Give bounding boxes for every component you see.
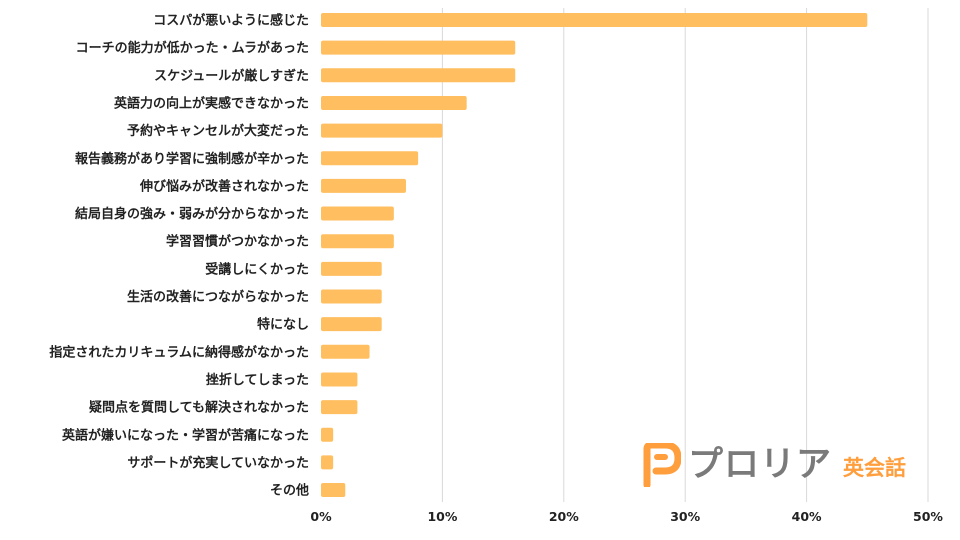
category-label: 生活の改善につながらなかった: [127, 289, 309, 305]
proria-logo: プロリア 英会話: [643, 443, 906, 487]
x-tick-label: 40%: [792, 509, 822, 524]
category-labels: コスパが悪いように感じたコーチの能力が低かった・ムラがあったスケジュールが厳しす…: [49, 13, 309, 499]
logo-subtitle: 英会話: [843, 456, 907, 480]
bar: [321, 455, 334, 470]
x-axis-ticks: 0% 10% 20% 30% 40% 50%: [310, 509, 943, 524]
category-label: 特になし: [257, 317, 309, 333]
bar: [321, 123, 443, 138]
bar: [321, 400, 358, 415]
category-label: 予約やキャンセルが大変だった: [127, 123, 309, 139]
logo-name: プロリア: [688, 445, 833, 485]
category-label: コスパが悪いように感じた: [153, 13, 309, 29]
proria-p-logo-icon: [643, 443, 681, 487]
bar: [321, 289, 382, 304]
category-label: 英語が嫌いになった・学習が苦痛になった: [61, 427, 309, 443]
x-tick-label: 10%: [427, 509, 457, 524]
bar: [321, 95, 467, 110]
bar: [321, 261, 382, 276]
bar: [321, 68, 516, 83]
category-label: 疑問点を質問しても解決されなかった: [89, 400, 309, 416]
category-label: 挫折してしまった: [206, 372, 309, 388]
bar: [321, 151, 419, 166]
category-label: 英語力の向上が実感できなかった: [113, 95, 309, 111]
category-label: 報告義務があり学習に強制感が辛かった: [75, 151, 309, 167]
category-label: 受講しにくかった: [205, 261, 309, 277]
bar: [321, 483, 346, 498]
bar: [321, 234, 394, 249]
bar: [321, 13, 868, 27]
bar: [321, 372, 358, 387]
category-label: 指定されたカリキュラムに納得感がなかった: [49, 344, 309, 360]
category-label: コーチの能力が低かった・ムラがあった: [76, 40, 309, 56]
bar: [321, 317, 382, 332]
x-tick-label: 30%: [670, 509, 700, 524]
category-label: 伸び悩みが改善されなかった: [139, 178, 309, 194]
grid-lines: [441, 8, 929, 502]
bar: [321, 344, 370, 359]
category-label: 結局自身の強み・弱みが分からなかった: [75, 206, 309, 222]
category-label: その他: [270, 483, 309, 499]
x-tick-label: 50%: [913, 509, 943, 524]
category-label: サポートが充実していなかった: [127, 455, 309, 471]
category-label: 学習習慣がつかなかった: [166, 234, 309, 250]
x-tick-label: 0%: [310, 509, 332, 524]
bar: [321, 427, 334, 442]
category-label: スケジュールが厳しすぎた: [154, 68, 309, 84]
x-tick-label: 20%: [549, 509, 579, 524]
bar: [321, 40, 516, 55]
bars: [321, 13, 868, 498]
bar: [321, 178, 406, 193]
bar: [321, 206, 394, 221]
